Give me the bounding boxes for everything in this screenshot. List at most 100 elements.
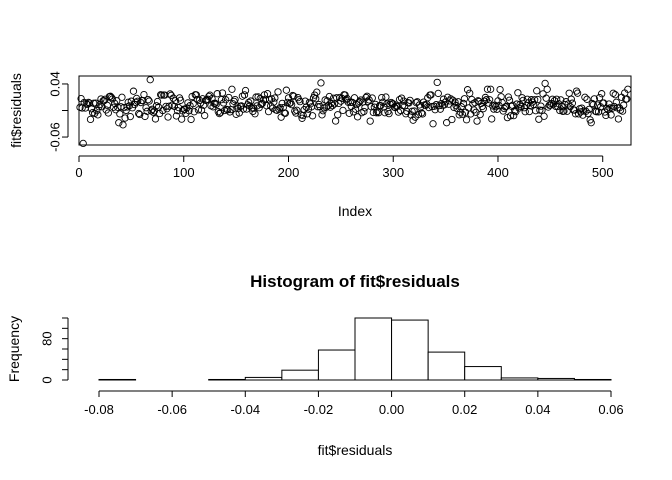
residual-point — [93, 107, 101, 115]
histogram-title: Histogram of fit$residuals — [250, 272, 460, 291]
residual-point — [608, 104, 616, 112]
x-tick-label: -0.04 — [230, 402, 260, 417]
y-tick-label: -0.06 — [48, 122, 63, 152]
residual-point — [483, 85, 492, 93]
residual-point — [276, 104, 284, 112]
residual-point — [277, 113, 285, 121]
scatter-y-axis-label: fit$residuals — [8, 73, 24, 148]
residual-point — [430, 102, 438, 110]
residual-point — [303, 110, 311, 118]
residual-point — [540, 112, 548, 120]
histogram-bar — [464, 366, 502, 381]
histogram-bar — [354, 317, 393, 381]
y-tick-label: 0.04 — [48, 71, 63, 96]
residual-point — [194, 106, 203, 114]
residual-point — [115, 119, 123, 127]
residual-point — [406, 96, 414, 105]
residual-point — [435, 101, 443, 110]
residual-point — [241, 86, 250, 95]
residual-point — [339, 106, 347, 115]
residual-point — [571, 110, 580, 118]
residual-point — [274, 88, 282, 96]
residual-point — [356, 98, 364, 106]
histogram-bar — [208, 378, 246, 381]
residual-point — [446, 97, 454, 105]
residual-point — [260, 91, 269, 99]
residual-point — [245, 98, 253, 107]
residual-point — [341, 91, 349, 99]
residual-point — [466, 89, 474, 97]
residual-point — [299, 111, 307, 120]
residual-point — [394, 108, 403, 116]
residual-point — [624, 85, 632, 93]
residual-point — [345, 109, 353, 117]
residual-point — [153, 97, 162, 106]
residual-point — [595, 93, 604, 102]
residual-point — [271, 94, 279, 102]
residual-point — [513, 100, 521, 108]
residual-point — [342, 96, 350, 104]
scatter-x-axis-label: Index — [338, 203, 372, 219]
residual-point — [372, 109, 381, 117]
residual-point — [126, 112, 134, 121]
residual-point — [252, 93, 260, 101]
residual-point — [456, 108, 464, 116]
residual-point — [199, 101, 208, 109]
residual-point — [429, 120, 437, 128]
residual-point — [557, 96, 565, 104]
residual-point — [246, 102, 254, 110]
residual-point — [147, 107, 155, 115]
residual-point — [479, 105, 487, 113]
residual-point — [197, 106, 206, 114]
x-tick-label: 0.06 — [598, 402, 623, 417]
residual-point — [317, 79, 325, 87]
residual-point — [118, 93, 126, 101]
residual-point — [281, 109, 289, 117]
residual-point — [598, 90, 606, 98]
x-tick-label: 100 — [173, 165, 195, 180]
residual-point — [565, 89, 573, 97]
residual-point — [363, 92, 371, 100]
residual-point — [609, 89, 617, 97]
residual-point — [201, 111, 209, 120]
residual-point — [510, 112, 518, 120]
residual-point — [312, 95, 320, 103]
histogram-bar — [98, 378, 137, 381]
residual-point — [326, 103, 335, 111]
residual-point — [378, 93, 386, 102]
residual-point — [136, 110, 144, 119]
histogram-bar — [244, 376, 283, 381]
residual-point — [515, 104, 523, 112]
residual-point — [84, 98, 93, 106]
residual-point — [318, 111, 326, 119]
residual-point — [434, 89, 442, 98]
residual-point — [349, 108, 358, 116]
scatter-points — [76, 76, 632, 148]
residual-point — [623, 95, 631, 103]
x-tick-label: -0.06 — [157, 402, 187, 417]
residual-point — [176, 96, 185, 104]
x-tick-label: 200 — [278, 165, 300, 180]
residual-point — [135, 109, 143, 118]
residual-point — [459, 99, 468, 108]
residual-point — [79, 139, 87, 148]
residual-point — [379, 98, 387, 106]
residual-point — [460, 95, 469, 103]
residual-point — [473, 117, 481, 125]
residual-point — [490, 105, 498, 113]
residual-point — [573, 89, 582, 97]
residual-point — [525, 107, 534, 116]
residual-point — [603, 104, 611, 113]
residual-point — [238, 92, 247, 100]
residual-point — [305, 98, 314, 107]
scatter-x-axis: 0 100 200 300 400 500 — [75, 155, 614, 180]
x-tick-label: 500 — [592, 165, 614, 180]
residual-point — [134, 97, 142, 105]
residual-point — [141, 112, 149, 121]
residual-point — [542, 94, 550, 102]
histogram-y-axis-label: Frequency — [6, 316, 22, 382]
residual-point — [488, 115, 496, 123]
residual-point — [144, 96, 152, 104]
residual-point — [552, 95, 561, 103]
residual-point — [129, 87, 138, 95]
